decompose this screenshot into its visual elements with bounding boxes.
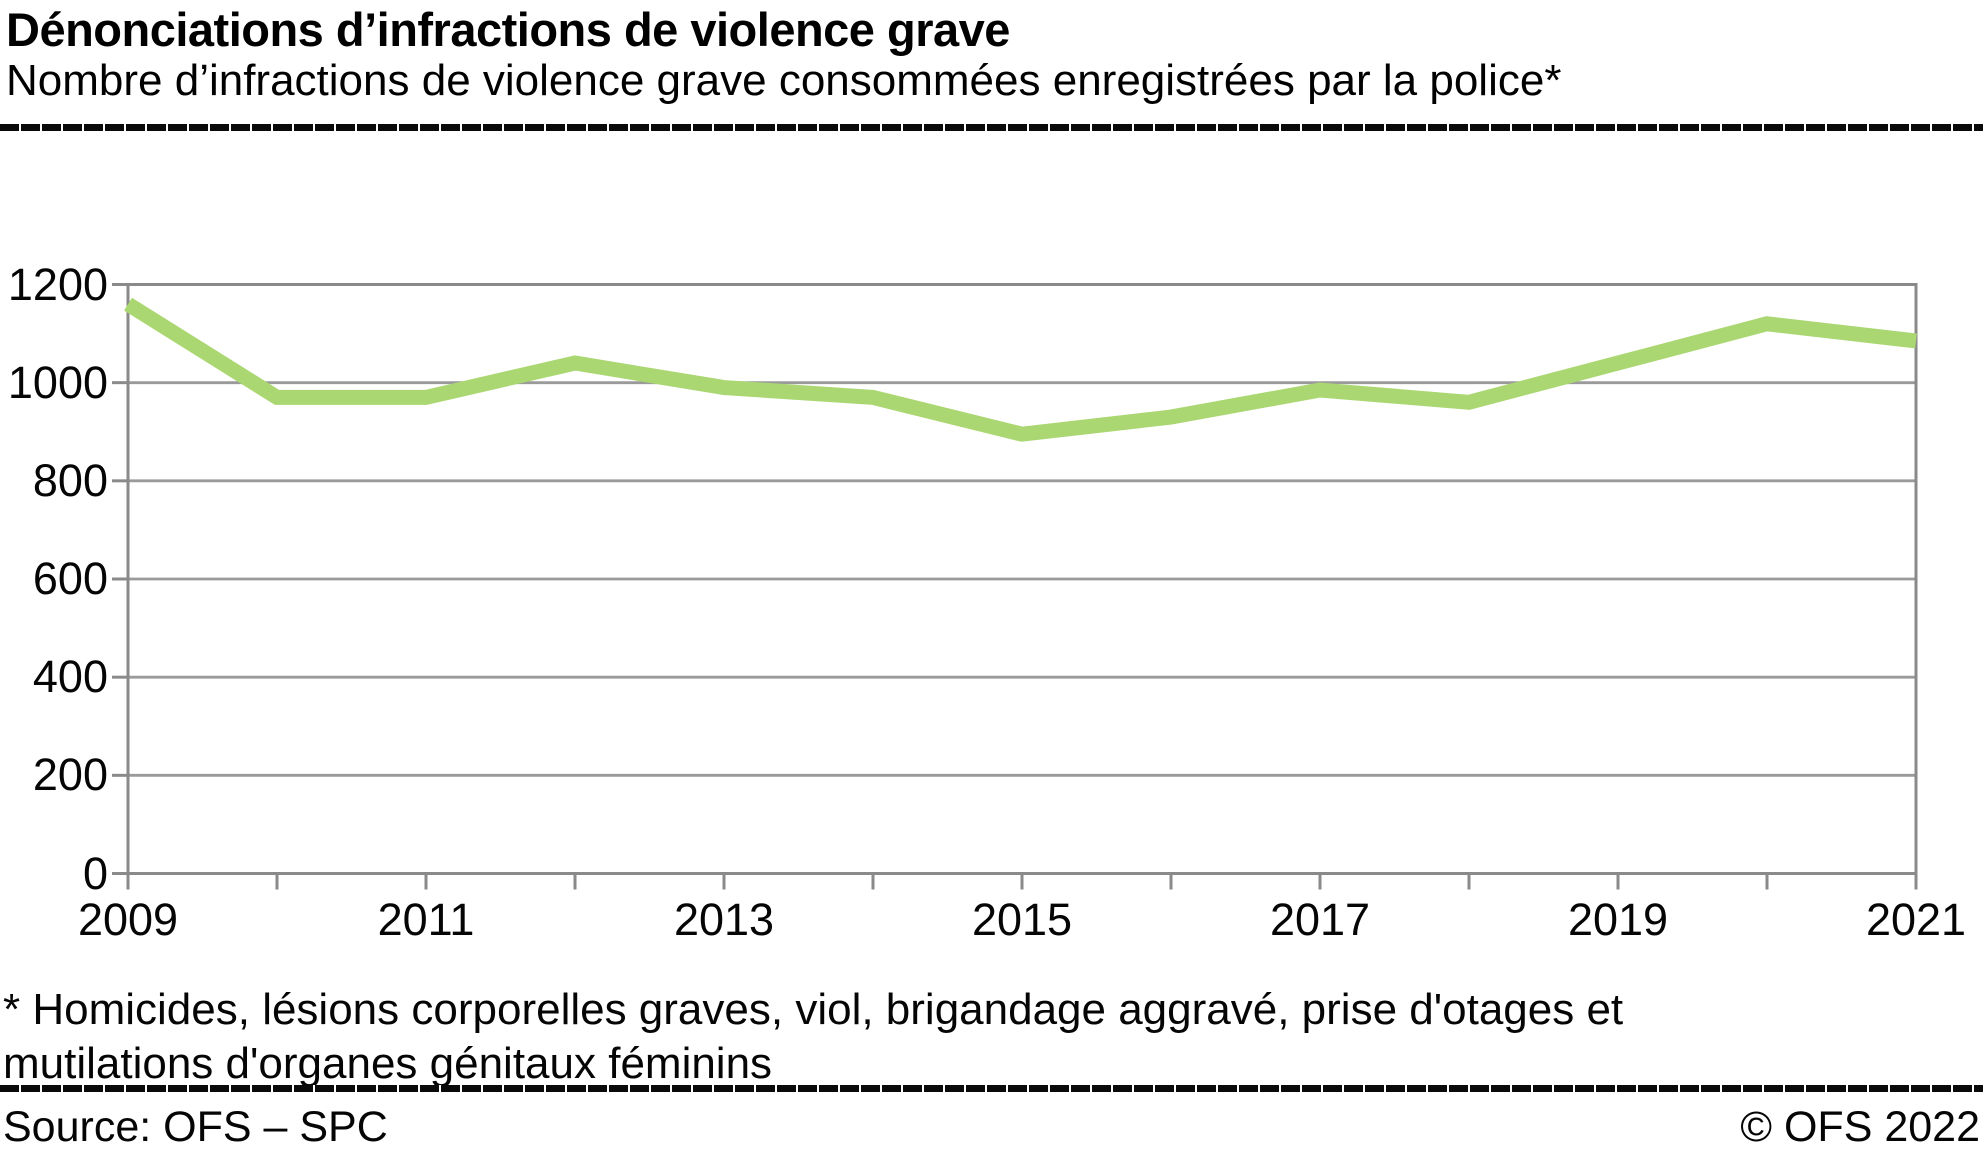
x-axis-label-2017: 2017 [1269, 894, 1371, 945]
chart-title: Dénonciations d’infractions de violence … [6, 3, 1010, 56]
y-axis-label-600: 600 [32, 553, 108, 604]
header-divider-rule [0, 124, 1983, 131]
footnote-line-1: * Homicides, lésions corporelles graves,… [3, 985, 1624, 1034]
y-axis-label-1200: 1200 [7, 258, 108, 310]
copyright-text: © OFS 2022 [1740, 1103, 1980, 1151]
source-text: Source: OFS – SPC [3, 1103, 388, 1151]
chart-subtitle: Nombre d’infractions de violence grave c… [6, 56, 1562, 105]
x-axis-label-2019: 2019 [1567, 894, 1669, 945]
x-axis-label-2011: 2011 [377, 894, 475, 945]
x-axis-label-2021: 2021 [1865, 894, 1967, 945]
y-axis-label-400: 400 [32, 651, 108, 703]
y-axis-label-800: 800 [32, 454, 108, 506]
x-axis-label-2015: 2015 [971, 894, 1073, 945]
x-axis-label-2013: 2013 [673, 894, 775, 945]
y-axis-label-200: 200 [32, 749, 108, 801]
footer-divider-rule [0, 1085, 1983, 1092]
y-axis-label-0: 0 [82, 847, 108, 899]
y-axis-label-1000: 1000 [7, 356, 108, 408]
footnote: * Homicides, lésions corporelles graves,… [3, 983, 1623, 1091]
data-line-serie [124, 297, 1917, 442]
footnote-line-2: mutilations d'organes génitaux féminins [3, 1039, 773, 1088]
x-axis-label-2009: 2009 [77, 894, 179, 945]
